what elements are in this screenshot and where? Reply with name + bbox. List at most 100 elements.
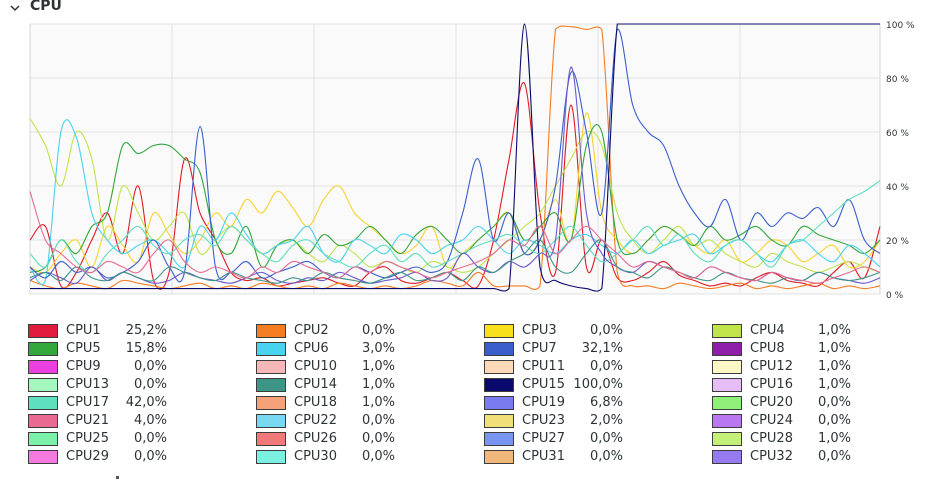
legend-cpu-value: 0,0% [361,323,395,338]
color-swatch-cpu14[interactable] [256,378,286,392]
color-swatch-cpu29[interactable] [28,450,58,464]
legend-cpu-value: 1,0% [361,359,395,374]
legend-cpu-name: CPU21 [66,413,109,428]
color-swatch-cpu27[interactable] [484,432,514,446]
series-line-cpu7 [29,28,881,283]
legend-cpu-name: CPU31 [522,449,565,464]
legend-cpu-value: 1,0% [817,323,851,338]
legend-cpu-name: CPU18 [294,395,337,410]
color-swatch-cpu4[interactable] [712,324,742,338]
legend-cpu-name: CPU27 [522,431,565,446]
legend-cpu-name: CPU12 [750,359,793,374]
legend-cpu-value: 42,0% [125,395,167,410]
color-swatch-cpu26[interactable] [256,432,286,446]
color-swatch-cpu22[interactable] [256,414,286,428]
legend-cpu-value: 1,0% [361,377,395,392]
color-swatch-cpu7[interactable] [484,342,514,356]
legend-cpu-value: 100,0% [573,377,623,392]
color-swatch-cpu21[interactable] [28,414,58,428]
series-line-cpu21 [29,191,881,284]
legend-cpu-value: 0,0% [817,395,851,410]
legend-cpu-name: CPU22 [294,413,337,428]
legend-cpu-name: CPU14 [294,377,337,392]
series-line-cpu5 [29,124,881,273]
color-swatch-cpu16[interactable] [712,378,742,392]
color-swatch-cpu3[interactable] [484,324,514,338]
color-swatch-cpu6[interactable] [256,342,286,356]
y-tick-label: 80 % [886,75,909,85]
legend-cpu-name: CPU11 [522,359,565,374]
color-swatch-cpu19[interactable] [484,396,514,410]
cpu-history-chart: 0 %20 %40 %60 %80 %100 %1 min50 secs40 s… [29,21,915,300]
legend-cpu-name: CPU17 [66,395,109,410]
legend-cpu-name: CPU4 [750,323,785,338]
legend-cpu-value: 15,8% [125,341,167,356]
chevron-down-icon[interactable] [8,1,22,15]
legend-cpu-name: CPU32 [750,449,793,464]
legend-cpu-name: CPU24 [750,413,793,428]
color-swatch-cpu1[interactable] [28,324,58,338]
color-swatch-cpu17[interactable] [28,396,58,410]
color-swatch-cpu5[interactable] [28,342,58,356]
legend-cpu-value: 6,8% [589,395,623,410]
color-swatch-cpu10[interactable] [256,360,286,374]
legend-cpu-value: 25,2% [125,323,167,338]
color-swatch-cpu25[interactable] [28,432,58,446]
legend-cpu-value: 1,0% [817,377,851,392]
legend-cpu-value: 0,0% [817,413,851,428]
color-swatch-cpu12[interactable] [712,360,742,374]
legend-cpu-value: 3,0% [361,341,395,356]
legend-cpu-value: 32,1% [581,341,623,356]
y-tick-label: 40 % [886,183,909,193]
color-swatch-cpu23[interactable] [484,414,514,428]
color-swatch-cpu18[interactable] [256,396,286,410]
legend-cpu-value: 1,0% [817,359,851,374]
legend-cpu-name: CPU6 [294,341,329,356]
legend-cpu-name: CPU7 [522,341,557,356]
legend-cpu-value: 1,0% [361,395,395,410]
panel-title: CPU [30,0,62,14]
legend-cpu-value: 0,0% [133,377,167,392]
legend-cpu-value: 1,0% [817,341,851,356]
legend-cpu-value: 0,0% [361,431,395,446]
series-line-cpu17 [29,180,881,274]
y-tick-label: 60 % [886,129,909,139]
legend-cpu-value: 0,0% [589,449,623,464]
legend-cpu-name: CPU2 [294,323,329,338]
legend-cpu-value: 0,0% [133,359,167,374]
resize-handle[interactable] [116,476,119,479]
color-swatch-cpu8[interactable] [712,342,742,356]
color-swatch-cpu32[interactable] [712,450,742,464]
legend-cpu-name: CPU19 [522,395,565,410]
legend-cpu-value: 4,0% [133,413,167,428]
legend-cpu-value: 0,0% [361,449,395,464]
legend-cpu-name: CPU20 [750,395,793,410]
legend-cpu-name: CPU16 [750,377,793,392]
legend-cpu-value: 0,0% [589,359,623,374]
legend-cpu-value: 0,0% [133,449,167,464]
color-swatch-cpu24[interactable] [712,414,742,428]
color-swatch-cpu31[interactable] [484,450,514,464]
y-tick-label: 0 % [886,291,904,300]
legend-cpu-name: CPU23 [522,413,565,428]
legend-cpu-name: CPU29 [66,449,109,464]
legend-cpu-name: CPU8 [750,341,785,356]
legend-cpu-name: CPU10 [294,359,337,374]
y-tick-label: 20 % [886,237,909,247]
legend-cpu-value: 0,0% [361,413,395,428]
color-swatch-cpu15[interactable] [484,378,514,392]
color-swatch-cpu11[interactable] [484,360,514,374]
color-swatch-cpu9[interactable] [28,360,58,374]
cpu-panel-header[interactable]: CPU [0,0,932,18]
color-swatch-cpu28[interactable] [712,432,742,446]
legend-cpu-value: 0,0% [133,431,167,446]
color-swatch-cpu30[interactable] [256,450,286,464]
series-line-cpu2 [29,25,881,291]
color-swatch-cpu2[interactable] [256,324,286,338]
legend-cpu-name: CPU13 [66,377,109,392]
series-line-cpu15 [30,23,880,292]
color-swatch-cpu20[interactable] [712,396,742,410]
legend-cpu-name: CPU25 [66,431,109,446]
legend-cpu-name: CPU28 [750,431,793,446]
color-swatch-cpu13[interactable] [28,378,58,392]
